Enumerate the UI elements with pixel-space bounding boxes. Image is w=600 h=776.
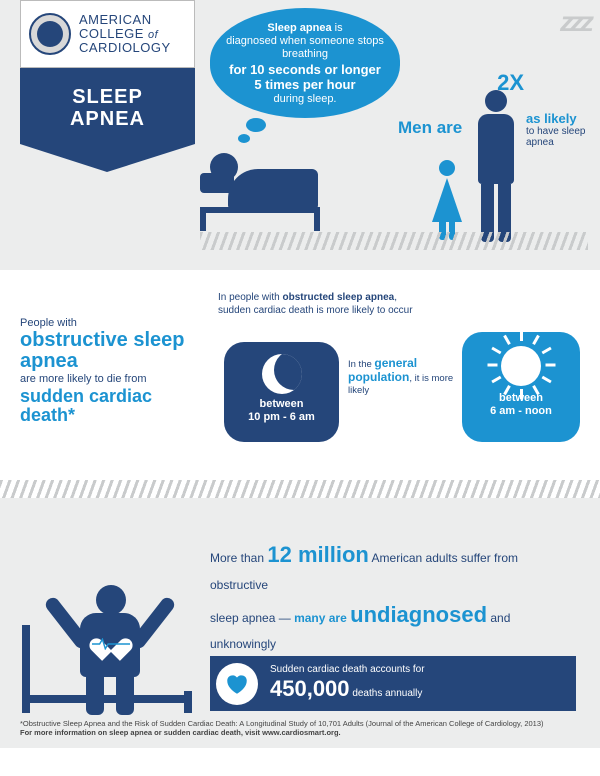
bubble-p4: during sleep. [274,93,337,105]
bubble-p1b: is [335,22,343,34]
title-l2: APNEA [70,108,145,130]
org-line2: COLLEGE [79,26,144,41]
anatomical-heart-icon [216,663,258,705]
hatch-divider-icon [200,232,588,250]
s3-t5: many are [294,611,347,625]
men-are-label: Men are [398,118,462,138]
moon-icon [262,354,302,394]
footer-l1: *Obstructive Sleep Apnea and the Risk of… [20,719,544,728]
footer-citation: *Obstructive Sleep Apnea and the Risk of… [20,719,580,739]
moon-l1: between [259,398,303,410]
as-likely-bold: as likely [526,111,577,126]
s3-t1: More than [210,551,264,565]
org-line3: CARDIOLOGY [79,40,171,55]
ekg-icon [92,637,130,649]
gen-a: In the [348,359,372,370]
s2-left-pre: People with [20,317,77,329]
section-stats: More than 12 million American adults suf… [0,498,600,748]
section-timing: People with obstructive sleep apnea are … [0,270,600,480]
death-stat-bar: Sudden cardiac death accounts for 450,00… [210,656,576,711]
title: SLEEP APNEA [28,86,187,130]
infographic-root: AMERICAN COLLEGE of CARDIOLOGY SLEEP APN… [0,0,600,776]
s2-left-mid: are more likely to die from [20,373,147,385]
s3-t2: 12 million [267,542,368,567]
org-seal-icon [29,13,71,55]
thought-bubble: Sleep apnea is diagnosed when someone st… [210,8,400,118]
title-chevron: SLEEP APNEA [20,68,195,144]
org-name: AMERICAN COLLEGE of CARDIOLOGY [79,13,171,56]
sun-l2: 6 am - noon [490,405,552,417]
bar-a: Sudden cardiac death accounts for [270,664,425,675]
sun-icon [501,346,541,386]
night-label: between 10 pm - 6 am [224,398,339,423]
bar-b: deaths annually [352,688,422,699]
as-likely-label: as likely to have sleep apnea [526,112,586,148]
man-icon [474,90,518,240]
s3-t6: undiagnosed [350,602,487,627]
death-stat-text: Sudden cardiac death accounts for 450,00… [270,664,425,702]
org-banner-top: AMERICAN COLLEGE of CARDIOLOGY [20,0,195,68]
gen-pop-text: In the general population, it is more li… [348,356,458,396]
s2-left-em1: obstructive sleep apnea [20,330,210,372]
bubble-dot-icon [238,134,250,143]
bubble-dot-icon [246,118,266,132]
title-l1: SLEEP [72,86,143,108]
s2-mid-a: In people with [218,292,280,303]
bubble-p3a: breathing [282,48,328,60]
hatch-divider-icon [0,480,600,498]
night-card: between 10 pm - 6 am [224,342,339,442]
s2-mid-b: obstructed sleep apnea [283,292,395,303]
bubble-lead: Sleep apnea [267,22,331,34]
section-header: AMERICAN COLLEGE of CARDIOLOGY SLEEP APN… [0,0,600,270]
org-of: of [148,29,158,41]
waking-person-icon [22,528,192,713]
s2-mid-text: In people with obstructed sleep apnea, s… [218,292,418,317]
bubble-emph: for 10 seconds or longer 5 times per hou… [224,62,386,93]
s2-left-em2: sudden cardiac death* [20,386,152,425]
org-line1: AMERICAN [79,12,152,27]
osa-scd-text: People with obstructive sleep apnea are … [20,316,210,425]
s3-t4: sleep apnea — [210,611,291,625]
org-banner: AMERICAN COLLEGE of CARDIOLOGY SLEEP APN… [20,0,195,144]
bar-n: 450,000 [270,676,350,701]
as-likely-rest: to have sleep apnea [526,126,586,148]
bubble-p2: diagnosed when someone stops [226,35,384,47]
footer-l2: For more information on sleep apnea or s… [20,728,341,737]
day-card: between 6 am - noon [462,332,580,442]
zzz-icon: zzz [560,6,590,38]
sleeper-icon [200,145,320,230]
moon-l2: 10 pm - 6 am [248,411,315,423]
